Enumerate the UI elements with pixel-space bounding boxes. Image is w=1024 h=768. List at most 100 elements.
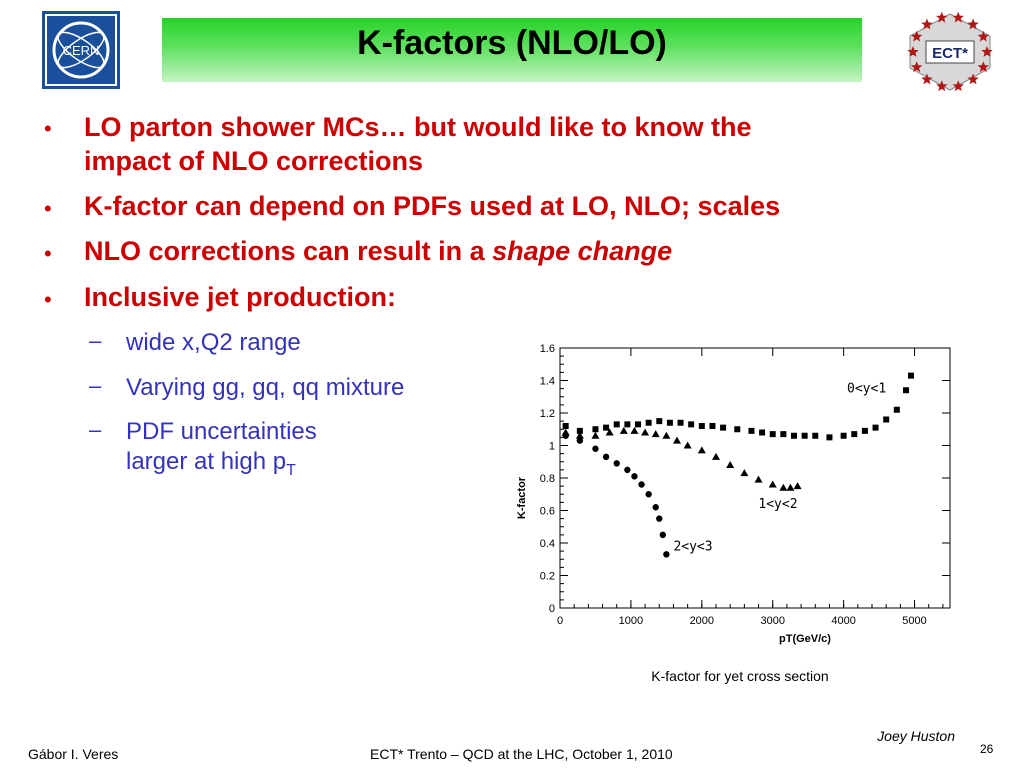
data-point-circle (613, 460, 620, 467)
data-point-circle (562, 432, 569, 439)
series-annotation: 1<y<2 (758, 497, 797, 512)
data-point-triangle (712, 452, 720, 460)
data-point-triangle (683, 441, 692, 449)
star-icon (936, 11, 948, 23)
star-icon (936, 80, 948, 92)
bullet-4: Inclusive jet production: (84, 282, 397, 312)
data-point-square (893, 406, 900, 413)
x-tick-label: 1000 (619, 615, 643, 627)
data-point-square (603, 424, 610, 431)
series-annotation: 0<y<1 (847, 382, 886, 397)
series-annotation: 2<y<3 (673, 539, 712, 554)
data-point-square (759, 429, 766, 436)
data-point-triangle (651, 430, 660, 438)
sub-bullet-dash: – (89, 417, 102, 442)
data-point-square (592, 426, 599, 433)
star-icon (921, 73, 933, 85)
bullet-3-text: NLO corrections can result in a (84, 236, 493, 266)
data-point-square (883, 416, 890, 423)
y-tick-label: 1.4 (540, 376, 555, 388)
subscript-t: T (286, 461, 296, 479)
bullet-2: K-factor can depend on PDFs used at LO, … (84, 191, 781, 221)
data-point-square (840, 432, 847, 439)
bullet-dot: • (44, 287, 52, 312)
data-point-triangle (619, 426, 628, 434)
data-point-triangle (673, 436, 681, 444)
data-point-circle (656, 515, 663, 522)
data-point-circle (576, 437, 584, 444)
y-tick-label: 1.6 (540, 343, 555, 355)
data-point-circle (659, 531, 667, 539)
ect-logo-text: ECT* (932, 45, 968, 62)
y-tick-label: 1.2 (540, 408, 555, 420)
title-bar (162, 18, 862, 82)
data-point-triangle (726, 461, 735, 468)
y-tick-label: 0.4 (540, 538, 555, 550)
data-point-square (635, 421, 641, 428)
star-icon (911, 61, 923, 73)
x-axis-label: pT(GeV/c) (779, 633, 831, 645)
data-point-square (734, 426, 741, 433)
bullet-1: LO parton shower MCs… but would like to … (84, 110, 752, 178)
star-icon (952, 11, 964, 23)
bullet-dot: • (44, 196, 52, 221)
data-point-triangle (740, 469, 749, 477)
plot-frame (559, 347, 951, 609)
data-point-square (624, 421, 631, 428)
star-icon (911, 30, 923, 42)
sub-bullet-dash: – (89, 373, 102, 398)
ect-logo: ECT* (902, 6, 998, 96)
x-tick-label: 4000 (831, 615, 855, 627)
data-point-triangle (697, 446, 706, 454)
y-tick-label: 0.6 (540, 506, 555, 518)
data-point-square (720, 424, 727, 431)
data-point-square (861, 427, 868, 434)
data-point-square (656, 418, 663, 425)
data-point-triangle (786, 483, 795, 491)
data-point-triangle (575, 431, 584, 439)
sub-bullet-dash: – (89, 328, 102, 353)
data-point-square (709, 423, 716, 429)
data-point-circle (592, 445, 599, 452)
star-icon (977, 30, 989, 42)
y-tick-label: 0.8 (540, 473, 555, 485)
star-icon (921, 18, 933, 30)
data-point-square (677, 419, 684, 426)
data-point-square (812, 432, 819, 439)
sub-bullet-2: Varying gg, gq, qq mixture (126, 374, 405, 401)
data-point-square (801, 432, 808, 439)
data-point-square (645, 419, 652, 426)
sub-bullet-3: PDF uncertainties larger at high pT (126, 417, 317, 486)
data-point-square (791, 432, 797, 439)
data-point-square (908, 372, 914, 379)
k-factor-plot: 0 0.2 0.4 0.6 0.8 1 1.2 1.4 1.6 0 1000 2000 3000 4000… (516, 343, 951, 645)
bullet-dot: • (44, 116, 52, 141)
y-axis-label: K-factor (516, 476, 528, 519)
data-point-square (613, 421, 620, 428)
data-point-square (769, 431, 776, 438)
sub-bullet-3-line-2: larger at high pT (126, 447, 317, 486)
cern-logo-text: CERN (63, 43, 100, 58)
bullet-dot: • (44, 241, 52, 266)
data-point-circle (602, 453, 610, 461)
x-tick-label: 3000 (760, 615, 784, 627)
footer-event: ECT* Trento – QCD at the LHC, October 1,… (370, 746, 673, 762)
data-point-triangle (641, 428, 650, 436)
data-point-square (698, 423, 705, 429)
data-point-triangle (793, 482, 802, 490)
data-point-square (851, 431, 858, 438)
star-icon (967, 18, 979, 30)
bullet-1-line-2: impact of NLO corrections (84, 146, 424, 176)
data-point-triangle (662, 431, 671, 439)
data-point-triangle (754, 475, 763, 483)
bullet-3-emphasis: shape change (492, 236, 673, 266)
data-point-circle (638, 481, 645, 488)
data-point-square (576, 427, 583, 434)
data-point-circle (624, 466, 631, 474)
slide-title: K-factors (NLO/LO) (357, 24, 667, 62)
data-point-square (780, 431, 787, 438)
y-tick-label: 1 (549, 441, 555, 453)
star-icon (907, 46, 919, 57)
star-icon (967, 73, 979, 85)
data-point-square (666, 419, 673, 426)
